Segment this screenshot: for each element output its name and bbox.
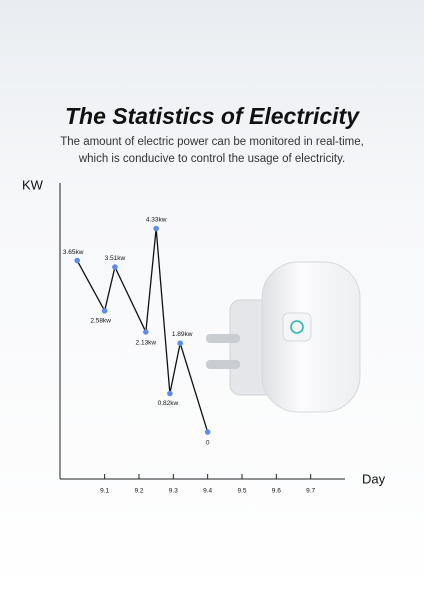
data-point: [153, 225, 159, 232]
data-label: 4.33kw: [146, 216, 167, 223]
subtitle: The amount of electric power can be moni…: [60, 136, 364, 165]
x-tick-label: 9.6: [272, 488, 281, 495]
x-tick-label: 9.1: [100, 488, 109, 495]
data-point: [204, 429, 211, 435]
chart-title: The Statistics of Electricity: [65, 103, 360, 129]
data-point: [74, 257, 80, 264]
data-point: [177, 340, 183, 347]
data-line: [76, 228, 209, 433]
data-point: [101, 307, 108, 314]
data-label: 0: [206, 440, 210, 447]
x-axis-label: Day: [362, 471, 386, 486]
data-label: 2.58kw: [90, 318, 111, 325]
x-tick-label: 9.3: [169, 488, 178, 495]
data-point: [112, 264, 118, 270]
x-tick-label: 9.5: [237, 488, 246, 495]
data-label: 3.65kw: [63, 249, 84, 256]
x-tick-label: 9.4: [203, 488, 212, 495]
data-label: 3.51kw: [105, 255, 126, 262]
data-label: 0.82kw: [158, 400, 179, 407]
data-point: [143, 329, 149, 335]
data-label: 2.13kw: [136, 340, 157, 347]
y-axis-label: KW: [22, 177, 44, 192]
x-tick-label: 9.7: [306, 488, 315, 495]
x-tick-label: 9.2: [134, 488, 143, 495]
data-point: [167, 390, 173, 397]
plug-illustration: [206, 261, 361, 413]
data-label: 1.89kw: [172, 331, 193, 338]
